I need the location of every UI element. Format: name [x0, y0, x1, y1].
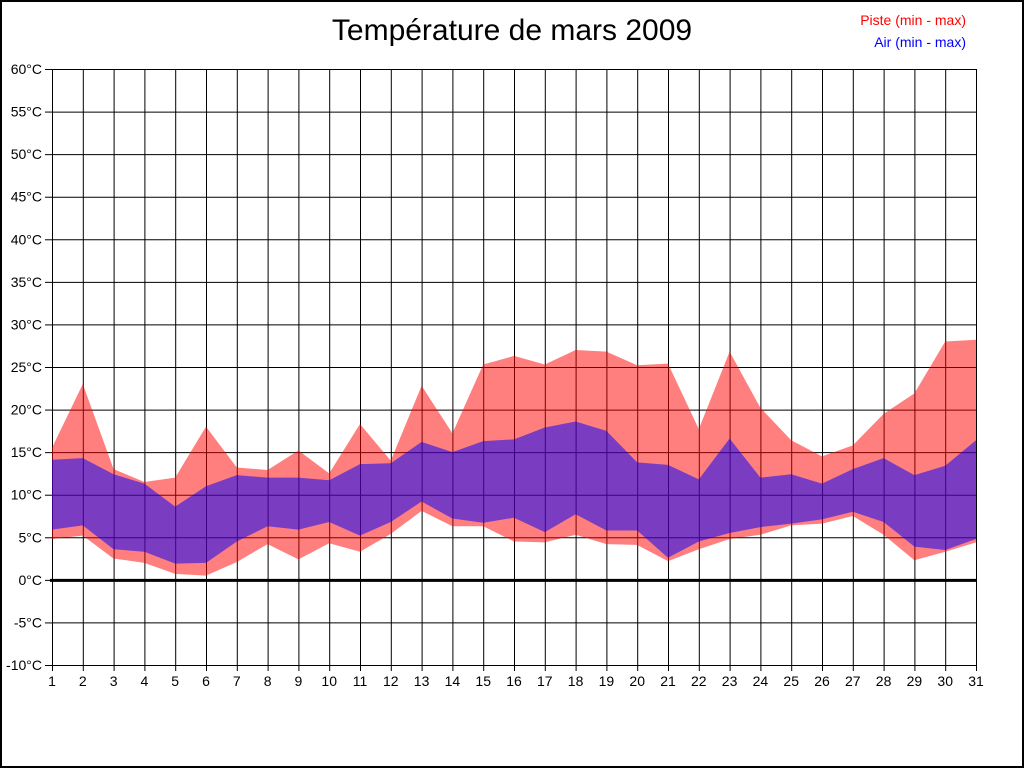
svg-text:30: 30	[937, 673, 953, 689]
svg-text:20°C: 20°C	[11, 402, 42, 418]
svg-text:-5°C: -5°C	[14, 614, 42, 630]
svg-text:16: 16	[506, 673, 522, 689]
legend-item-air: Air (min - max)	[874, 34, 966, 50]
svg-text:14: 14	[445, 673, 461, 689]
svg-text:10°C: 10°C	[11, 487, 42, 503]
svg-text:6: 6	[202, 673, 210, 689]
svg-text:28: 28	[876, 673, 892, 689]
svg-text:20: 20	[629, 673, 645, 689]
svg-text:13: 13	[414, 673, 430, 689]
svg-text:15°C: 15°C	[11, 444, 42, 460]
svg-text:19: 19	[599, 673, 615, 689]
svg-text:15: 15	[475, 673, 491, 689]
svg-text:11: 11	[353, 673, 368, 689]
svg-text:10: 10	[321, 673, 337, 689]
svg-text:31: 31	[968, 673, 984, 689]
svg-text:8: 8	[264, 673, 272, 689]
svg-text:30°C: 30°C	[11, 316, 42, 332]
svg-text:24: 24	[753, 673, 769, 689]
svg-text:5: 5	[171, 673, 179, 689]
svg-text:25: 25	[783, 673, 799, 689]
svg-text:17: 17	[537, 673, 553, 689]
svg-text:5°C: 5°C	[19, 529, 43, 545]
svg-text:26: 26	[814, 673, 830, 689]
svg-text:18: 18	[568, 673, 584, 689]
y-axis-labels: -10°C -5°C 0°C 5°C 10°C 15°C 20°C 25°C 30°C 35°C 4…	[6, 61, 42, 673]
svg-text:2: 2	[79, 673, 87, 689]
svg-text:4: 4	[141, 673, 149, 689]
svg-text:-10°C: -10°C	[6, 657, 42, 673]
air-range-band	[52, 421, 976, 564]
svg-text:55°C: 55°C	[11, 104, 42, 120]
svg-text:60°C: 60°C	[11, 61, 42, 77]
svg-text:9: 9	[295, 673, 303, 689]
svg-text:3: 3	[110, 673, 118, 689]
svg-text:45°C: 45°C	[11, 189, 42, 205]
legend-item-piste: Piste (min - max)	[860, 12, 966, 28]
svg-text:7: 7	[233, 673, 241, 689]
svg-text:29: 29	[907, 673, 923, 689]
axis-ticks	[45, 69, 977, 671]
svg-text:22: 22	[691, 673, 707, 689]
svg-text:12: 12	[383, 673, 399, 689]
svg-text:50°C: 50°C	[11, 146, 42, 162]
svg-text:0°C: 0°C	[19, 572, 43, 588]
legend: Piste (min - max) Air (min - max)	[860, 9, 966, 53]
svg-text:27: 27	[845, 673, 861, 689]
svg-text:23: 23	[722, 673, 738, 689]
chart-title: Température de mars 2009	[331, 14, 693, 47]
svg-text:35°C: 35°C	[11, 274, 42, 290]
x-axis-labels: 1 2 3 4 5 6 7 8 9 10 11 12 13 14 15 16 17 18 19 20 21 22 23 24 2…	[48, 673, 984, 689]
svg-text:25°C: 25°C	[11, 359, 42, 375]
svg-text:40°C: 40°C	[11, 231, 42, 247]
svg-text:21: 21	[660, 673, 676, 689]
svg-text:1: 1	[48, 673, 56, 689]
